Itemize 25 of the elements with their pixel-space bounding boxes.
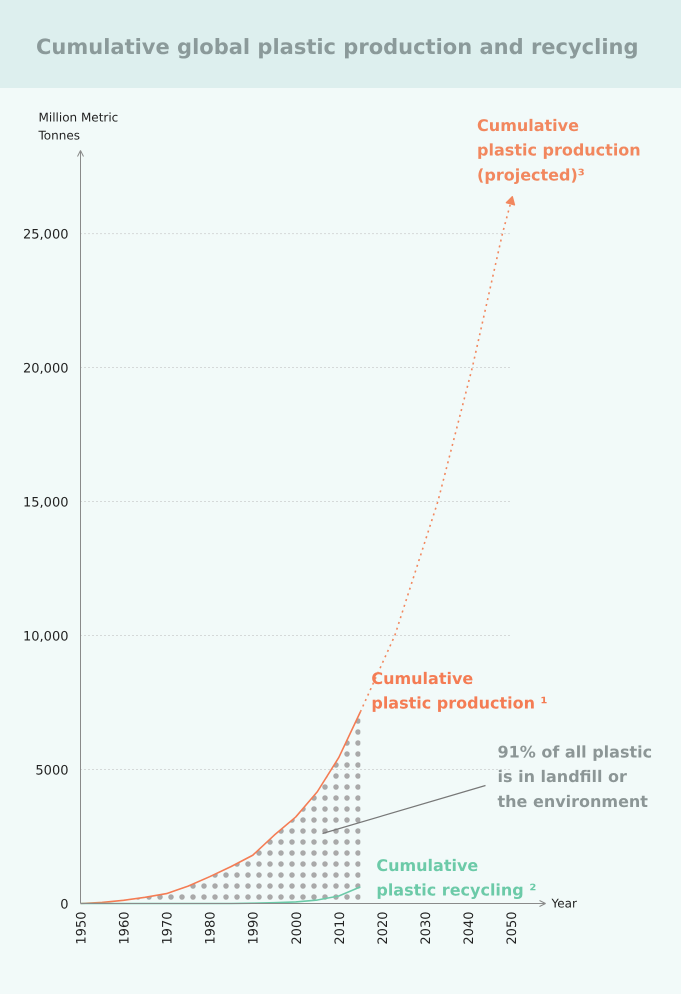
x-tick-label: 2040 bbox=[462, 911, 477, 945]
x-tick-label: 2000 bbox=[290, 911, 305, 945]
y-tick-label: 5000 bbox=[35, 764, 69, 779]
y-tick-label: 15,000 bbox=[23, 496, 69, 511]
chart-title: Cumulative global plastic production and recycling bbox=[36, 34, 639, 61]
x-tick-label: 1960 bbox=[118, 911, 133, 945]
line-series bbox=[80, 886, 362, 904]
y-tick-label: 10,000 bbox=[23, 630, 69, 645]
x-tick-label: 2020 bbox=[376, 911, 391, 945]
x-tick-label: 1950 bbox=[74, 911, 90, 945]
x-axis-title: Year bbox=[550, 896, 577, 910]
x-tick-label: 1980 bbox=[204, 911, 219, 945]
series-label: Cumulative plastic production ¹ bbox=[371, 668, 548, 713]
x-tick-label: 1990 bbox=[246, 911, 262, 945]
y-axis-title: Million Metric Tonnes bbox=[38, 110, 118, 142]
annotation: 91% of all plastic is in landfill or the environment bbox=[498, 742, 652, 811]
x-tick-label: 2030 bbox=[418, 911, 434, 945]
x-tick-label: 2010 bbox=[332, 911, 348, 945]
series-label: Cumulative plastic recycling ² bbox=[376, 856, 536, 900]
y-tick-label: 25,000 bbox=[23, 228, 69, 243]
x-tick-label: 1970 bbox=[160, 911, 176, 945]
text: Cumulative plastic production (projected)³ bbox=[477, 116, 641, 184]
y-tick-label: 0 bbox=[60, 898, 69, 912]
y-tick-label: 20,000 bbox=[23, 362, 69, 377]
x-tick-label: 2050 bbox=[505, 911, 520, 945]
